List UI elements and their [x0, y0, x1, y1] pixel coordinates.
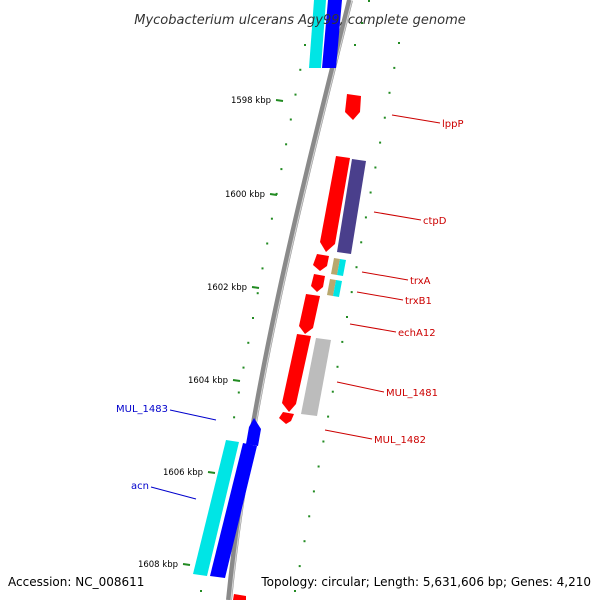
- kbp-tick-mark: [182, 563, 191, 566]
- cds-MUL-1483: [246, 418, 261, 446]
- label-MUL-1481: MUL_1481: [386, 388, 438, 399]
- track-guide-dot: [393, 66, 396, 69]
- track-guide-dot: [388, 91, 391, 94]
- cds-trxB1: [311, 274, 325, 292]
- track-guide-dot: [327, 415, 330, 418]
- genome-stats-text: Topology: circular; Length: 5,631,606 bp…: [260, 575, 591, 589]
- track-guide-dot: [299, 68, 302, 71]
- track-guide-dot: [266, 242, 269, 245]
- track-guide-dot: [233, 416, 236, 419]
- track-guide-dot: [360, 241, 363, 244]
- kbp-tick-label: 1604 kbp: [188, 376, 228, 386]
- track-guide-dot: [261, 267, 264, 270]
- feature-trxB1-khaki: [327, 279, 336, 296]
- cds-bottom-red: [233, 594, 246, 600]
- cds-top-cyan: [309, 0, 326, 68]
- label-echA12: echA12: [398, 328, 436, 339]
- cds-lppP: [345, 94, 361, 120]
- right-gene-labels: lppP ctpD trxA trxB1 echA12 MUL_1481 MUL…: [324, 114, 464, 446]
- track-guide-dot: [280, 168, 283, 171]
- cds-acn-cyan: [193, 440, 239, 576]
- label-trxA: trxA: [410, 276, 431, 287]
- kbp-tick-label: 1606 kbp: [163, 468, 203, 478]
- kbp-tick-label: 1602 kbp: [207, 283, 247, 293]
- forward-features: [233, 94, 361, 600]
- track-guide-dot: [270, 217, 273, 220]
- track-guide-dot: [304, 44, 306, 46]
- track-guide-dot: [361, 22, 363, 24]
- kbp-tick-mark: [232, 379, 241, 382]
- track-guide-dot: [341, 340, 344, 343]
- kbp-tick-mark: [251, 286, 260, 289]
- track-guide-dot: [369, 191, 372, 194]
- secondary-features: [301, 159, 366, 416]
- track-guide-dot: [285, 143, 288, 146]
- feature-MUL-1481-grey: [301, 338, 331, 416]
- track-guide-dot: [368, 0, 370, 2]
- cds-top-blue: [322, 0, 342, 68]
- kbp-ticks: 1598 kbp 1600 kbp 1602 kbp 1604 kbp 1606 kbp…: [138, 96, 284, 570]
- label-MUL-1482: MUL_1482: [374, 435, 426, 446]
- top-features: [309, 0, 342, 68]
- reverse-features: [193, 418, 261, 578]
- track-guide-dot: [294, 93, 297, 96]
- track-guide-dot: [275, 192, 278, 195]
- accession-text: Accession: NC_008611: [8, 575, 144, 589]
- track-guide-dot: [354, 44, 356, 46]
- track-guide-dot: [298, 565, 301, 568]
- track-guide-dot: [350, 291, 353, 294]
- track-guide-dot: [237, 391, 240, 394]
- kbp-tick-label: 1598 kbp: [231, 96, 271, 106]
- track-guide-dot: [308, 515, 311, 518]
- cds-echA12: [299, 294, 320, 334]
- feature-trxA-khaki: [331, 258, 340, 275]
- left-gene-labels: MUL_1483 acn: [116, 404, 217, 500]
- track-guide-dot: [200, 590, 202, 592]
- cds-trxA: [313, 254, 329, 271]
- cds-acn-blue: [210, 443, 257, 578]
- track-guide-dot: [312, 490, 315, 493]
- track-guide-dot: [374, 166, 377, 169]
- label-MUL-1483: MUL_1483: [116, 404, 168, 415]
- track-guide-dot: [289, 118, 292, 121]
- map-title: Mycobacterium ulcerans Agy99, complete g…: [134, 13, 466, 28]
- track-guide-dot: [383, 116, 386, 119]
- kbp-tick-mark: [269, 193, 278, 196]
- cds-MUL-1481: [282, 334, 311, 412]
- label-trxB1: trxB1: [405, 296, 432, 307]
- track-guide-dot: [322, 440, 325, 443]
- track-guide-dot: [355, 266, 358, 269]
- track-guide-dot: [303, 540, 306, 543]
- track-guide-dot: [247, 341, 250, 344]
- feature-ctpD-purple: [337, 159, 366, 254]
- track-guide-dot: [379, 141, 382, 144]
- kbp-tick-label: 1608 kbp: [138, 560, 178, 570]
- feature-trxB1-cyan: [333, 280, 342, 297]
- kbp-tick-mark: [275, 99, 284, 102]
- track-guide-dot: [256, 292, 259, 295]
- track-guide-dot: [398, 42, 400, 44]
- label-lppP: lppP: [442, 119, 464, 130]
- track-guide-dot: [242, 366, 245, 369]
- track-guide-dot: [294, 590, 296, 592]
- cds-ctpD: [320, 156, 350, 252]
- track-guide-dot: [346, 316, 348, 318]
- track-guide-dot: [317, 465, 320, 468]
- kbp-tick-mark: [207, 471, 216, 474]
- track-guide-dot: [252, 317, 254, 319]
- track-guide-dot: [336, 365, 339, 368]
- label-acn: acn: [131, 481, 149, 492]
- track-guide-dot: [331, 390, 334, 393]
- track-guide-dot: [364, 216, 367, 219]
- label-ctpD: ctpD: [423, 216, 447, 227]
- cds-MUL-1482: [279, 412, 294, 424]
- kbp-tick-label: 1600 kbp: [225, 190, 265, 200]
- feature-trxA-cyan: [337, 259, 346, 276]
